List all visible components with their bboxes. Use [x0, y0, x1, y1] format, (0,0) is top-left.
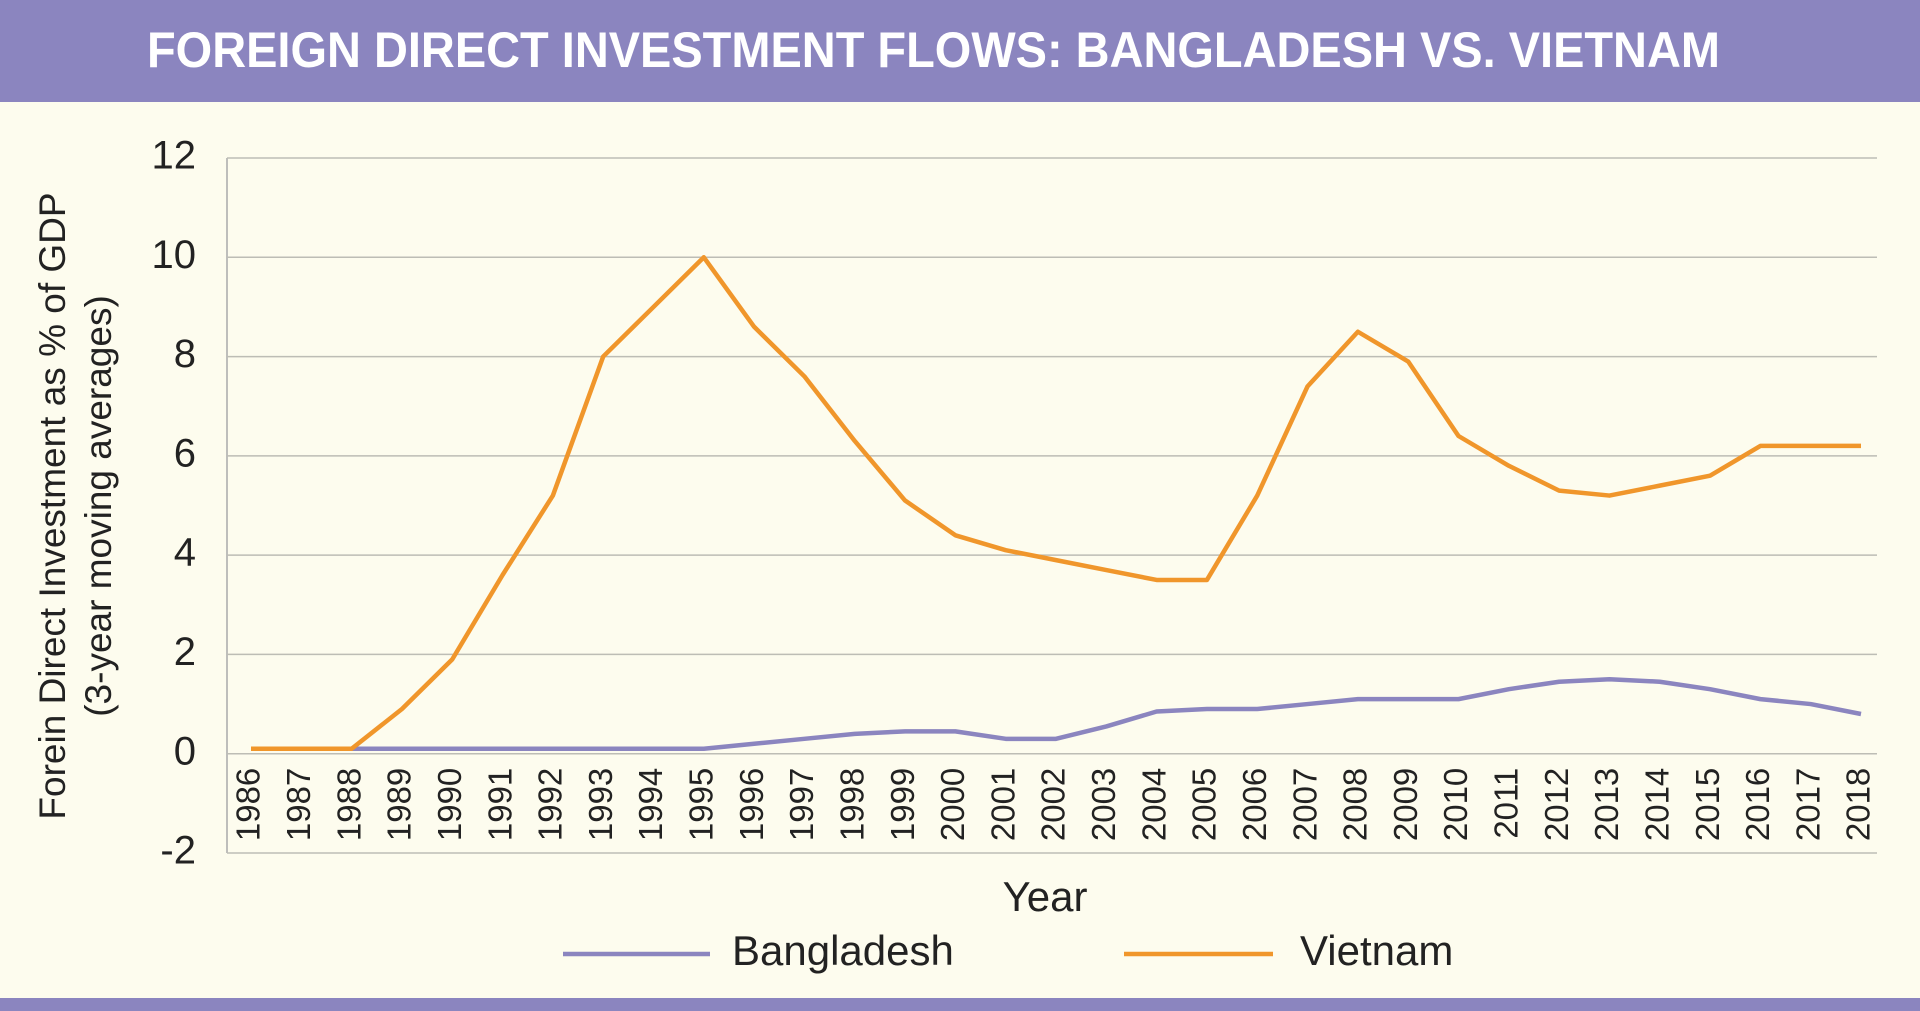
x-tick-label: 2004 — [1135, 768, 1172, 841]
footer-band — [0, 998, 1920, 1011]
x-tick-label: 1993 — [582, 768, 619, 841]
x-tick-label: 1995 — [683, 768, 720, 841]
x-axis-title: Year — [1003, 873, 1088, 920]
x-tick-label: 2011 — [1488, 768, 1525, 839]
x-tick-label: 1989 — [381, 768, 418, 841]
x-tick-label: 2002 — [1035, 768, 1072, 841]
y-tick-label: 0 — [174, 729, 196, 773]
x-tick-label: 2012 — [1538, 768, 1575, 841]
x-tick-label: 1990 — [431, 768, 468, 841]
data-line — [251, 677, 1862, 751]
y-tick-label: 4 — [174, 531, 196, 575]
x-tick-label: 1997 — [783, 768, 820, 841]
y-axis-title: Forein Direct Investment as % of GDP (3-… — [32, 192, 119, 819]
x-tick-label: 2003 — [1085, 768, 1122, 841]
x-tick-label: 1992 — [532, 768, 569, 841]
x-tick-label: 1987 — [280, 768, 317, 841]
x-tick-label: 2001 — [984, 768, 1021, 841]
header-band — [0, 0, 1920, 102]
chart-title: FOREIGN DIRECT INVESTMENT FLOWS: BANGLAD… — [147, 22, 1720, 78]
x-tick-label: 2007 — [1286, 768, 1323, 841]
y-tick-label: 8 — [174, 332, 196, 376]
x-tick-label: 1996 — [733, 768, 770, 841]
x-tick-label: 2016 — [1739, 768, 1776, 841]
x-tick-label: 1998 — [833, 768, 870, 841]
x-tick-label: 1991 — [481, 768, 518, 841]
y-tick-label: 12 — [152, 134, 197, 178]
y-tick-label: 6 — [174, 431, 196, 475]
y-tick-label: 2 — [174, 630, 196, 674]
x-tick-label: 2005 — [1186, 768, 1223, 841]
x-tick-label: 1986 — [230, 768, 267, 841]
y-axis-title-line: (3-year moving averages) — [78, 295, 119, 717]
y-tick-label: 10 — [152, 233, 197, 277]
x-tick-label: 2009 — [1387, 768, 1424, 841]
data-line — [251, 255, 1861, 751]
x-tick-label: 2014 — [1638, 768, 1675, 841]
x-tick-label: 1988 — [330, 768, 367, 841]
legend-label: Vietnam — [1300, 927, 1453, 974]
x-tick-label: 1999 — [884, 768, 921, 841]
x-tick-label: 1994 — [632, 768, 669, 841]
x-tick-label: 2015 — [1689, 768, 1726, 841]
y-axis-title-line: Forein Direct Investment as % of GDP — [32, 192, 73, 819]
x-tick-label: 2006 — [1236, 768, 1273, 841]
x-tick-label: 2017 — [1789, 768, 1826, 841]
y-tick-label: -2 — [160, 829, 196, 873]
x-tick-label: 2000 — [934, 768, 971, 841]
legend-label: Bangladesh — [732, 927, 954, 974]
x-tick-label: 2018 — [1840, 768, 1877, 841]
x-tick-label: 2008 — [1337, 768, 1374, 841]
x-tick-label: 2010 — [1437, 768, 1474, 841]
x-tick-label: 2013 — [1588, 768, 1625, 841]
